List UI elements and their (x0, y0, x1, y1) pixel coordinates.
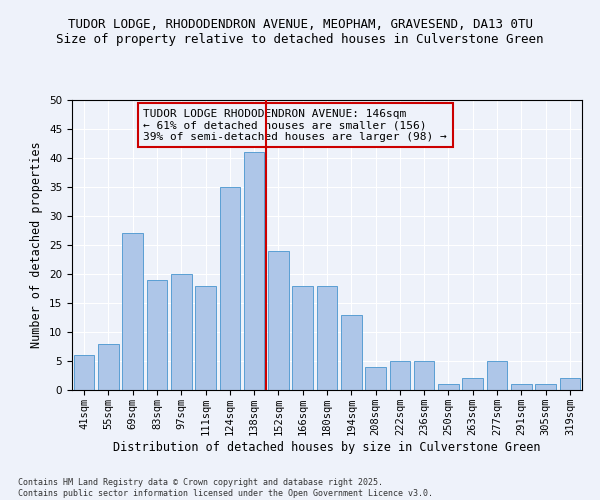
Bar (414, 361, 434, 390)
Bar (268, 251, 289, 390)
Bar (463, 378, 483, 390)
Bar (341, 314, 362, 390)
Text: TUDOR LODGE RHODODENDRON AVENUE: 146sqm
← 61% of detached houses are smaller (15: TUDOR LODGE RHODODENDRON AVENUE: 146sqm … (143, 108, 447, 142)
Bar (146, 280, 167, 390)
Y-axis label: Number of detached properties: Number of detached properties (31, 142, 43, 348)
Bar (438, 384, 459, 390)
Bar (244, 152, 265, 390)
Bar (292, 286, 313, 390)
Bar (195, 286, 216, 390)
Bar (98, 344, 119, 390)
Bar (317, 286, 337, 390)
Bar (389, 361, 410, 390)
Bar (560, 378, 580, 390)
Bar (122, 234, 143, 390)
X-axis label: Distribution of detached houses by size in Culverstone Green: Distribution of detached houses by size … (113, 440, 541, 454)
Bar (74, 355, 94, 390)
Text: Size of property relative to detached houses in Culverstone Green: Size of property relative to detached ho… (56, 32, 544, 46)
Bar (365, 367, 386, 390)
Text: TUDOR LODGE, RHODODENDRON AVENUE, MEOPHAM, GRAVESEND, DA13 0TU: TUDOR LODGE, RHODODENDRON AVENUE, MEOPHA… (67, 18, 533, 30)
Bar (535, 384, 556, 390)
Bar (171, 274, 191, 390)
Bar (220, 187, 240, 390)
Bar (511, 384, 532, 390)
Bar (487, 361, 508, 390)
Text: Contains HM Land Registry data © Crown copyright and database right 2025.
Contai: Contains HM Land Registry data © Crown c… (18, 478, 433, 498)
